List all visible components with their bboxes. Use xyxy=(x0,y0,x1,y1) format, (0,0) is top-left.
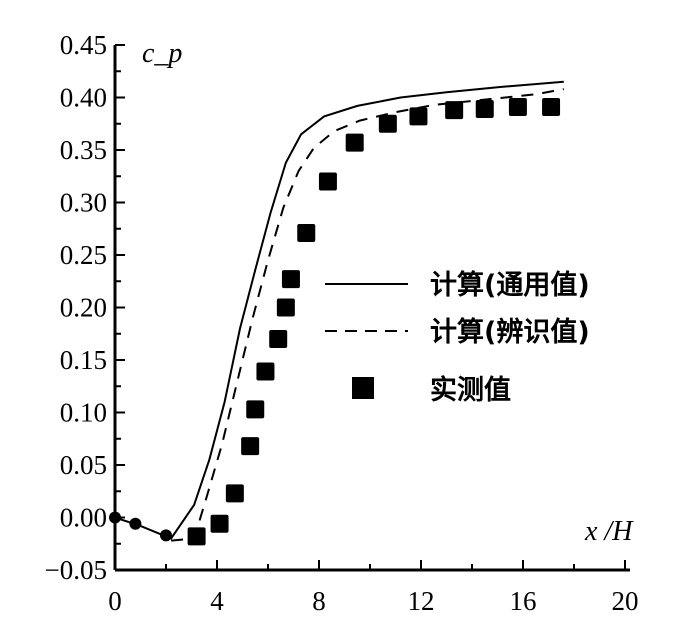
legend-square-marker xyxy=(352,377,374,399)
y-tick-label: 0.45 xyxy=(60,30,107,60)
measured-point xyxy=(276,298,295,317)
measured-point xyxy=(256,362,275,381)
measured-point xyxy=(225,484,244,503)
axes xyxy=(113,44,630,572)
measured-point xyxy=(160,529,172,542)
y-tick-label: 0.00 xyxy=(60,503,107,533)
x-tick-label: 8 xyxy=(312,586,326,616)
y-tick-label: −0.05 xyxy=(45,555,107,585)
measured-point xyxy=(281,270,300,289)
y-tick-label: 0.25 xyxy=(60,240,107,270)
x-tick-label: 0 xyxy=(108,586,122,616)
legend-label-general: 计算(通用值) xyxy=(430,269,590,301)
measured-point xyxy=(129,517,142,530)
plot-area xyxy=(109,80,564,546)
y-tick-labels: 0.45 0.40 0.35 0.30 0.25 0.20 0.15 0.10 0.05 0.00… xyxy=(45,30,107,585)
measured-point xyxy=(409,107,428,126)
measured-point xyxy=(109,511,121,524)
y-tick-label: 0.20 xyxy=(60,293,107,323)
measured-point xyxy=(475,100,494,119)
y-tick-label: 0.05 xyxy=(60,450,107,480)
legend: 计算(通用值) 计算(辨识值) 实测值 xyxy=(325,269,590,406)
general-series-line xyxy=(114,80,564,540)
legend-label-identified: 计算(辨识值) xyxy=(430,316,590,348)
y-axis-label: c_p xyxy=(142,38,182,69)
measured-point xyxy=(378,114,397,133)
x-axis-label: x /H xyxy=(584,516,634,547)
measured-point xyxy=(318,172,337,191)
y-tick-label: 0.35 xyxy=(60,135,107,165)
measured-point xyxy=(210,514,229,533)
x-tick-label: 12 xyxy=(408,586,435,616)
measured-point xyxy=(297,223,316,242)
measured-point xyxy=(508,97,527,116)
x-tick-label: 20 xyxy=(612,586,639,616)
y-tick-label: 0.30 xyxy=(60,188,107,218)
measured-point xyxy=(187,527,206,546)
measured-point xyxy=(241,437,260,456)
measured-point xyxy=(269,330,288,348)
x-tick-label: 4 xyxy=(210,586,224,616)
measured-point xyxy=(246,400,265,419)
y-tick-label: 0.10 xyxy=(60,398,107,428)
x-tick-labels: 0 4 8 12 16 20 xyxy=(108,586,638,616)
measured-point xyxy=(445,101,464,120)
x-tick-label: 16 xyxy=(510,586,537,616)
measured-point xyxy=(542,97,561,116)
y-tick-label: 0.15 xyxy=(60,345,107,375)
y-tick-label: 0.40 xyxy=(60,83,107,113)
legend-label-measured: 实测值 xyxy=(430,374,511,406)
identified-series-line xyxy=(171,88,564,542)
measured-point xyxy=(345,133,364,152)
